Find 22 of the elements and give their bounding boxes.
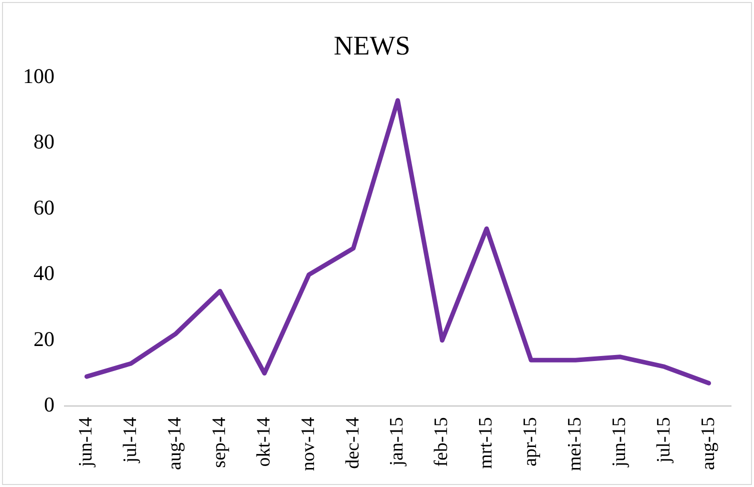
chart-title: NEWS [334,30,410,60]
y-tick-label: 20 [34,326,54,351]
y-tick-label: 60 [34,195,54,220]
x-tick-label: jul-14 [120,416,142,464]
x-tick-label: jul-15 [653,417,674,464]
x-tick-label: apr-15 [520,417,542,466]
y-tick-label: 0 [44,392,54,417]
x-tick-label: aug-14 [164,416,186,470]
x-tick-label: sep-14 [209,416,230,468]
x-tick-label: mrt-15 [476,417,497,469]
x-tick-label: mei-15 [564,417,586,471]
x-tick-label: nov-14 [298,416,319,471]
x-tick-label: dec-14 [342,416,364,469]
x-tick-label: aug-15 [698,417,719,470]
y-tick-label: 40 [34,261,54,286]
x-tick-label: feb-15 [431,417,452,467]
x-tick-label: jan-15 [386,417,408,467]
x-tick-label: jun-14 [76,416,97,468]
y-tick-label: 80 [34,130,54,154]
y-tick-label: 100 [23,64,54,88]
x-tick-label: jun-15 [608,417,630,468]
x-tick-label: okt-14 [253,416,274,467]
